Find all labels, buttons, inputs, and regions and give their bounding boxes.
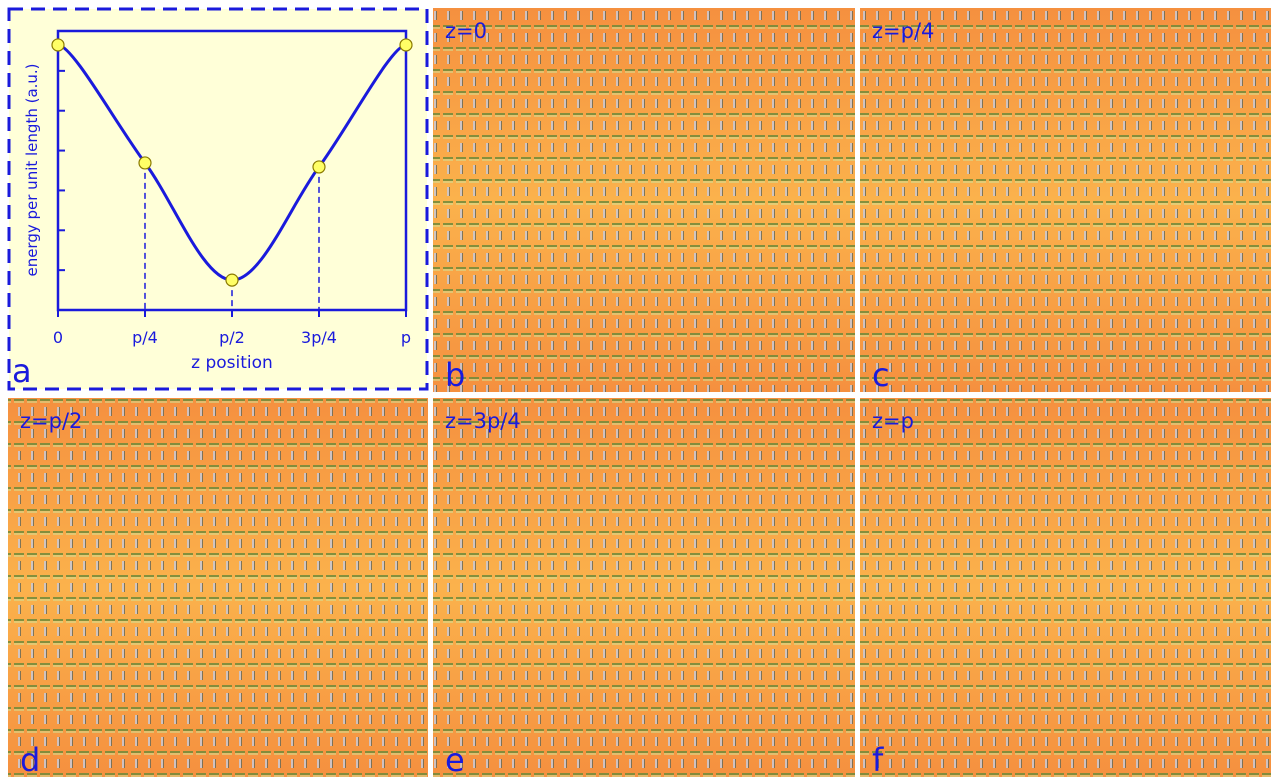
panel-label: z=p/4 [872, 19, 934, 43]
panel-letter: c [872, 356, 890, 394]
panel-letter: b [445, 356, 465, 394]
data-point [312, 160, 326, 174]
director-field [433, 398, 855, 777]
x-tick-label: p/4 [132, 328, 158, 347]
data-point [225, 273, 239, 287]
director-field [860, 8, 1271, 392]
x-tick-label: p [401, 328, 411, 347]
panel-label: z=p [872, 409, 914, 433]
data-point [399, 38, 413, 52]
panel-letter: e [445, 741, 465, 777]
data-point [138, 156, 152, 170]
panel-letter: a [12, 352, 32, 390]
director-field [860, 398, 1271, 777]
director-field [433, 8, 855, 392]
x-tick-label: 0 [53, 328, 63, 347]
panel-label: z=3p/4 [445, 409, 521, 433]
x-axis-label: z position [191, 353, 273, 373]
panel-a-frame [7, 7, 429, 391]
panel-label: z=p/2 [20, 409, 82, 433]
x-tick-label: 3p/4 [301, 328, 337, 347]
data-point [51, 38, 65, 52]
y-axis-label: energy per unit length (a.u.) [23, 63, 41, 276]
panel-letter: f [872, 741, 884, 777]
x-tick-label: p/2 [219, 328, 245, 347]
director-field [8, 398, 428, 777]
panel-letter: d [20, 741, 40, 777]
panel-label: z=0 [445, 19, 487, 43]
